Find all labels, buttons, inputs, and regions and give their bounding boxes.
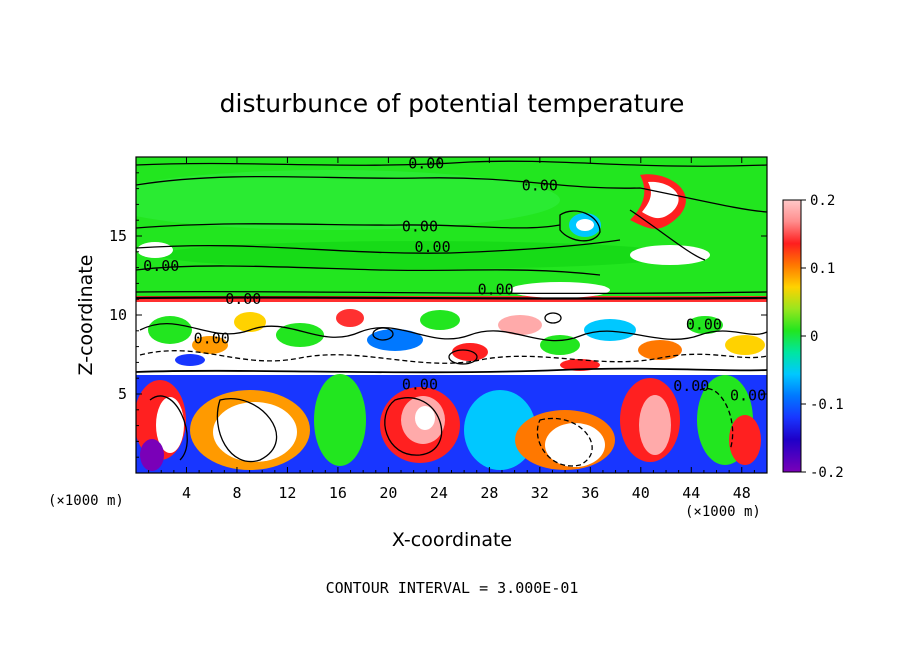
- y-axis-title: Z-coordinate: [75, 255, 97, 376]
- turbulent-blobs: [148, 309, 765, 371]
- x-tick-label: 44: [682, 484, 700, 502]
- x-axis: 4 8 12 16 20 24 28 32 36 40 44 48: [148, 157, 755, 502]
- contour-label: 0.00: [522, 176, 558, 194]
- x-tick-label: 24: [430, 484, 448, 502]
- chart-title: disturbunce of potential temperature: [220, 89, 685, 118]
- tropopause-band-2: [136, 302, 767, 306]
- contour-label: 0.00: [402, 218, 438, 236]
- x-tick-label: 20: [379, 484, 397, 502]
- contour-label: 0.00: [673, 377, 709, 395]
- colorbar-tick-label: -0.1: [810, 397, 844, 413]
- contour-label: 0.00: [408, 154, 444, 172]
- x-tick-label: 28: [480, 484, 498, 502]
- x-axis-title: X-coordinate: [392, 529, 512, 551]
- x-tick-label: 8: [232, 484, 241, 502]
- colorbar-tick-label: -0.2: [810, 465, 844, 481]
- plot-area: [136, 157, 767, 473]
- contour-label: 0.00: [143, 257, 179, 275]
- contour-interval-label: CONTOUR INTERVAL = 3.000E-01: [326, 579, 579, 597]
- contour-label: 0.00: [225, 290, 261, 308]
- x-tick-label: 4: [182, 484, 191, 502]
- x-tick-label: 32: [531, 484, 549, 502]
- y-tick-label: 10: [109, 306, 127, 324]
- colorbar-ticks: 0.2 0.1 0 -0.1 -0.2: [801, 193, 844, 481]
- contour-lines: [136, 160, 767, 467]
- colorbar-tick-label: 0.1: [810, 261, 835, 277]
- x-tick-label: 12: [278, 484, 296, 502]
- contour-label: 0.00: [478, 281, 514, 299]
- contour-label: 0.00: [194, 330, 230, 348]
- x-unit-right: (×1000 m): [685, 504, 761, 520]
- x-tick-label: 16: [329, 484, 347, 502]
- y-tick-label: 15: [109, 227, 127, 245]
- contour-label: 0.00: [402, 376, 438, 394]
- y-tick-label: 5: [118, 385, 127, 403]
- contour-label: 0.00: [686, 315, 722, 333]
- x-tick-label: 36: [581, 484, 599, 502]
- contour-label: 0.00: [415, 238, 451, 256]
- x-unit-left: (×1000 m): [48, 493, 124, 509]
- contour-labels: 0.00 0.00 0.00 0.00 0.00 0.00 0.00 0.00 0.00 0.00…: [143, 154, 766, 405]
- lower-convective-cells: [136, 374, 767, 473]
- contour-label: 0.00: [730, 387, 766, 405]
- y-axis: 5 10 15: [109, 172, 767, 458]
- upper-light-band: [136, 170, 560, 230]
- colorbar: [782, 199, 802, 473]
- colorbar-tick-label: 0: [810, 329, 818, 345]
- colorbar-tick-label: 0.2: [810, 193, 835, 209]
- x-tick-label: 48: [733, 484, 751, 502]
- x-tick-label: 40: [632, 484, 650, 502]
